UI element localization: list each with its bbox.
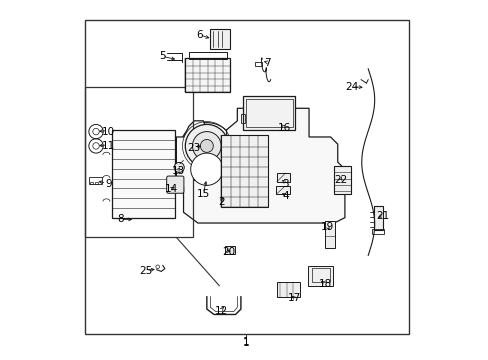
- Text: 21: 21: [375, 211, 388, 221]
- Bar: [188, 52, 226, 59]
- Text: 16: 16: [277, 123, 290, 133]
- Bar: [243, 96, 295, 130]
- Text: 12: 12: [214, 306, 227, 316]
- Bar: [89, 182, 93, 184]
- Bar: [185, 58, 230, 92]
- Text: 4: 4: [282, 191, 288, 201]
- Circle shape: [192, 132, 221, 160]
- Bar: [94, 182, 98, 184]
- Bar: [210, 30, 230, 49]
- Polygon shape: [176, 108, 344, 223]
- Text: 18: 18: [318, 279, 331, 289]
- Bar: [308, 266, 333, 286]
- Circle shape: [200, 139, 213, 152]
- Bar: [311, 268, 329, 282]
- Text: 24: 24: [345, 82, 358, 92]
- Bar: [276, 173, 290, 182]
- Text: 11: 11: [102, 141, 115, 151]
- Bar: [88, 177, 102, 184]
- Text: 19: 19: [320, 222, 333, 231]
- Bar: [112, 130, 174, 218]
- Bar: [333, 166, 351, 194]
- Text: 6: 6: [196, 30, 203, 40]
- Text: 1: 1: [243, 338, 249, 348]
- Bar: [85, 87, 192, 237]
- Text: 5: 5: [159, 51, 165, 61]
- FancyBboxPatch shape: [166, 176, 183, 193]
- Text: 3: 3: [282, 179, 288, 189]
- Text: 17: 17: [287, 293, 301, 303]
- Bar: [241, 114, 244, 123]
- Text: 15: 15: [196, 189, 209, 199]
- Bar: [221, 135, 267, 207]
- Text: 7: 7: [264, 58, 270, 68]
- Bar: [246, 99, 292, 127]
- Text: 14: 14: [164, 184, 177, 194]
- Text: 10: 10: [102, 127, 115, 136]
- Circle shape: [174, 162, 184, 172]
- Bar: [276, 282, 300, 297]
- Text: 2: 2: [218, 197, 224, 207]
- Text: 9: 9: [105, 179, 111, 189]
- Circle shape: [185, 125, 228, 167]
- Text: 25: 25: [139, 266, 152, 276]
- Text: 22: 22: [334, 175, 347, 185]
- Text: 8: 8: [117, 215, 124, 224]
- Text: 1: 1: [243, 337, 249, 347]
- Bar: [85, 21, 408, 334]
- Bar: [373, 206, 382, 230]
- Bar: [325, 221, 335, 248]
- Bar: [276, 186, 290, 194]
- Bar: [371, 229, 384, 234]
- Text: 20: 20: [222, 247, 234, 257]
- Bar: [224, 246, 234, 253]
- Text: 23: 23: [187, 143, 201, 153]
- Circle shape: [190, 153, 223, 185]
- Text: 13: 13: [171, 166, 184, 176]
- Bar: [255, 62, 261, 66]
